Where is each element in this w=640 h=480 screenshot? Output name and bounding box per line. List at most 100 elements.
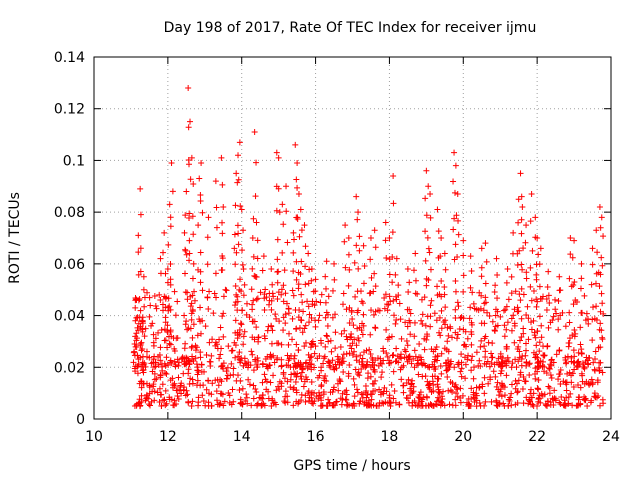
data-point xyxy=(254,401,261,408)
data-point xyxy=(596,359,603,366)
data-point xyxy=(328,348,335,355)
data-point xyxy=(377,355,384,362)
data-point xyxy=(478,320,485,327)
data-point xyxy=(570,347,577,354)
data-point xyxy=(232,261,239,268)
data-point xyxy=(238,206,245,213)
data-point xyxy=(151,397,158,404)
data-point xyxy=(492,312,499,319)
data-point xyxy=(446,401,453,408)
data-point xyxy=(358,358,365,365)
data-point xyxy=(534,385,541,392)
data-point xyxy=(433,317,440,324)
data-point xyxy=(404,323,411,330)
data-point xyxy=(427,313,434,320)
data-point xyxy=(163,370,170,377)
data-point xyxy=(454,393,461,400)
data-point xyxy=(257,289,264,296)
data-point xyxy=(546,300,553,307)
x-tick-label: 24 xyxy=(602,429,620,445)
data-point xyxy=(259,379,266,386)
data-point xyxy=(451,364,458,371)
data-point xyxy=(517,170,524,177)
data-point xyxy=(231,231,238,238)
data-point xyxy=(138,384,145,391)
data-point xyxy=(181,312,188,319)
data-point xyxy=(412,290,419,297)
data-point xyxy=(143,394,150,401)
data-point xyxy=(280,314,287,321)
data-point xyxy=(244,400,251,407)
data-point xyxy=(518,285,525,292)
data-point xyxy=(156,399,163,406)
data-point xyxy=(478,273,485,280)
data-point xyxy=(150,331,157,338)
data-point xyxy=(352,293,359,300)
data-point xyxy=(593,303,600,310)
data-point xyxy=(536,348,543,355)
data-point xyxy=(555,326,562,333)
data-point xyxy=(390,395,397,402)
data-point xyxy=(308,361,315,368)
data-point xyxy=(181,358,188,365)
data-point xyxy=(325,358,332,365)
data-point xyxy=(412,277,419,284)
data-point xyxy=(410,267,417,274)
data-point xyxy=(241,328,248,335)
data-point xyxy=(591,315,598,322)
data-point xyxy=(338,330,345,337)
data-point xyxy=(426,380,433,387)
x-axis-label: GPS time / hours xyxy=(293,458,410,474)
data-point xyxy=(442,266,449,273)
data-point xyxy=(508,381,515,388)
data-point xyxy=(295,281,302,288)
data-point xyxy=(239,307,246,314)
data-point xyxy=(346,350,353,357)
data-point xyxy=(416,402,423,409)
data-point xyxy=(317,337,324,344)
data-point xyxy=(266,362,273,369)
data-point xyxy=(206,339,213,346)
data-point xyxy=(544,342,551,349)
data-point xyxy=(541,352,548,359)
data-point xyxy=(233,377,240,384)
data-point xyxy=(588,376,595,383)
data-point xyxy=(575,402,582,409)
data-point xyxy=(293,176,300,183)
data-point xyxy=(168,160,175,167)
data-point xyxy=(276,209,283,216)
data-point xyxy=(469,289,476,296)
data-point xyxy=(185,85,192,92)
data-point xyxy=(437,362,444,369)
data-point xyxy=(557,400,564,407)
data-point xyxy=(324,333,331,340)
data-point xyxy=(335,356,342,363)
data-point xyxy=(434,398,441,405)
data-point xyxy=(526,396,533,403)
data-point xyxy=(236,349,243,356)
data-point xyxy=(403,379,410,386)
data-point xyxy=(273,149,280,156)
data-point xyxy=(166,333,173,340)
data-point xyxy=(577,384,584,391)
data-point xyxy=(175,396,182,403)
data-point xyxy=(425,402,432,409)
data-point xyxy=(449,402,456,409)
data-point xyxy=(460,315,467,322)
data-point xyxy=(184,289,191,296)
data-point xyxy=(499,359,506,366)
data-point xyxy=(553,310,560,317)
data-point xyxy=(183,188,190,195)
data-point xyxy=(506,397,513,404)
data-point xyxy=(515,219,522,226)
data-point xyxy=(333,365,340,372)
data-point xyxy=(197,268,204,275)
data-point xyxy=(557,366,564,373)
data-point xyxy=(523,359,530,366)
data-point xyxy=(340,290,347,297)
data-point xyxy=(482,353,489,360)
x-axis-ticks: 10 12 14 16 18 20 22 24 xyxy=(85,57,620,445)
data-point xyxy=(137,268,144,275)
data-point xyxy=(454,299,461,306)
data-point xyxy=(465,352,472,359)
